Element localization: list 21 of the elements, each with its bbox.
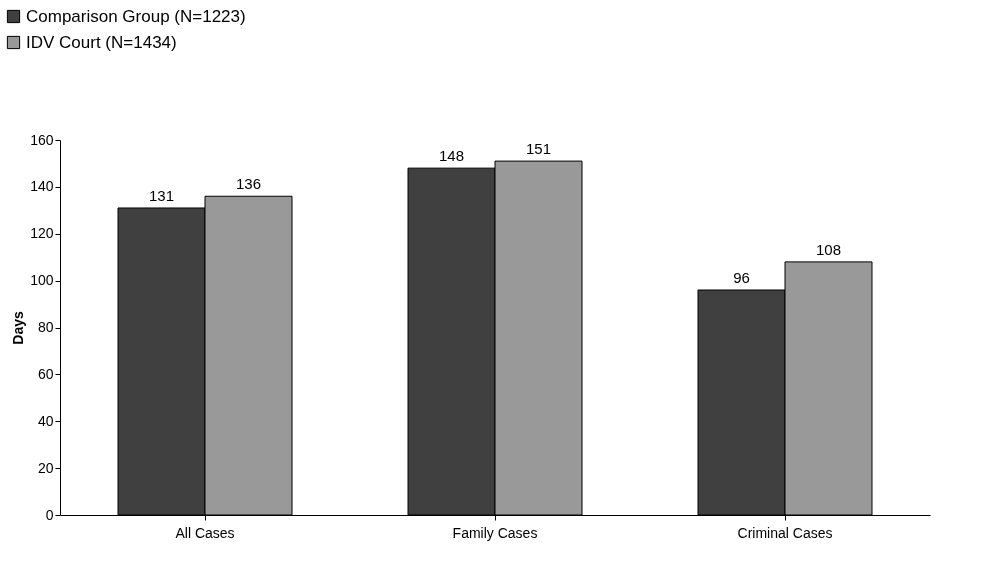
data-label: 96 (733, 269, 750, 286)
y-tick-label: 0 (45, 506, 54, 523)
y-tick-label: 140 (30, 178, 54, 195)
y-axis-title: Days (10, 311, 27, 345)
y-tick-label: 160 (30, 131, 54, 148)
y-tick-label: 80 (37, 319, 54, 335)
legend-label: Comparison Group (N=1223) (26, 6, 246, 26)
x-tick-label: Criminal Cases (737, 524, 833, 541)
y-tick-label: 60 (37, 365, 54, 382)
data-label: 136 (235, 175, 262, 193)
y-tick-label: 40 (37, 412, 54, 429)
data-label: 148 (438, 147, 465, 165)
y-tick-label: 20 (37, 459, 54, 476)
legend-label: IDV Court (N=1434) (26, 32, 177, 52)
y-tick-label: 100 (30, 272, 54, 289)
y-tick-label: 120 (30, 225, 54, 242)
x-tick-label: Family Cases (452, 524, 538, 541)
data-label: 108 (815, 240, 842, 258)
x-tick-label: All Cases (175, 524, 235, 541)
data-label: 131 (148, 186, 175, 204)
data-label: 151 (525, 140, 552, 158)
